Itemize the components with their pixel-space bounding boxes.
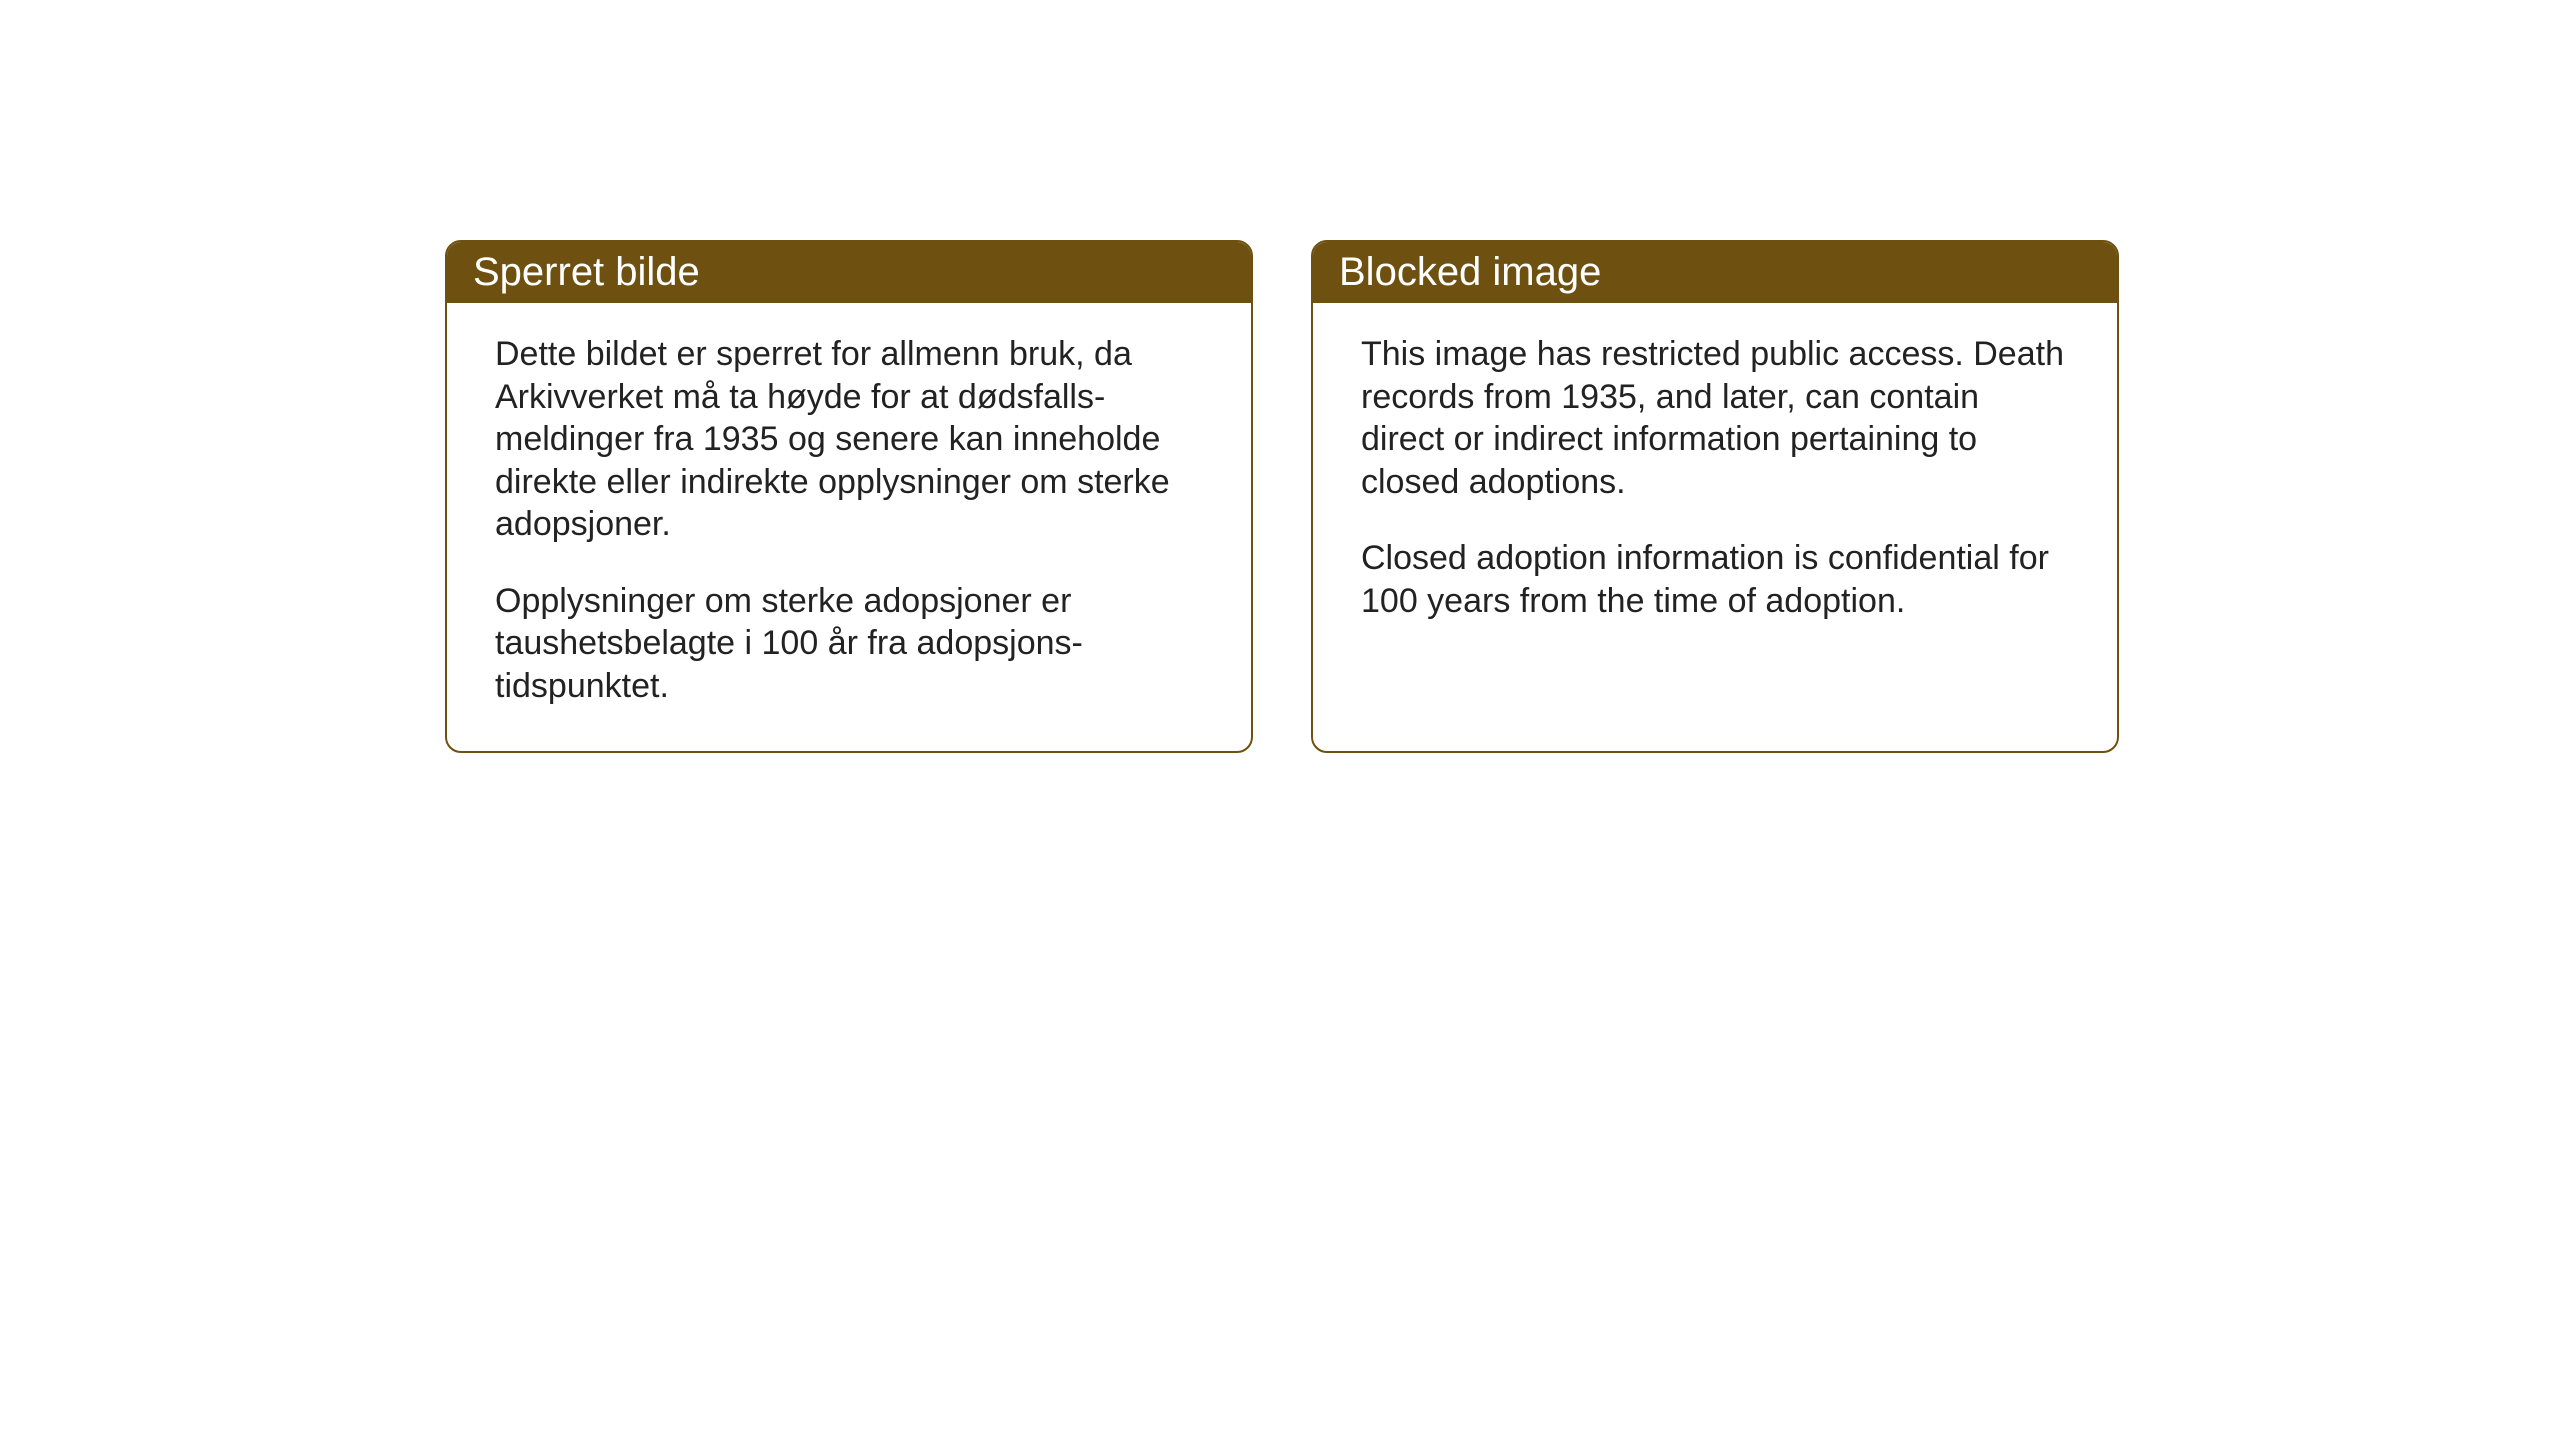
card-title-english: Blocked image: [1339, 250, 1601, 294]
card-body-norwegian: Dette bildet er sperret for allmenn bruk…: [447, 303, 1251, 751]
card-title-norwegian: Sperret bilde: [473, 250, 700, 294]
card-paragraph2-english: Closed adoption information is confident…: [1361, 537, 2069, 622]
card-header-english: Blocked image: [1313, 242, 2117, 303]
card-norwegian: Sperret bilde Dette bildet er sperret fo…: [445, 240, 1253, 753]
card-paragraph1-english: This image has restricted public access.…: [1361, 333, 2069, 503]
cards-container: Sperret bilde Dette bildet er sperret fo…: [445, 240, 2119, 753]
card-english: Blocked image This image has restricted …: [1311, 240, 2119, 753]
card-paragraph2-norwegian: Opplysninger om sterke adopsjoner er tau…: [495, 580, 1203, 708]
card-header-norwegian: Sperret bilde: [447, 242, 1251, 303]
card-body-english: This image has restricted public access.…: [1313, 303, 2117, 666]
card-paragraph1-norwegian: Dette bildet er sperret for allmenn bruk…: [495, 333, 1203, 546]
